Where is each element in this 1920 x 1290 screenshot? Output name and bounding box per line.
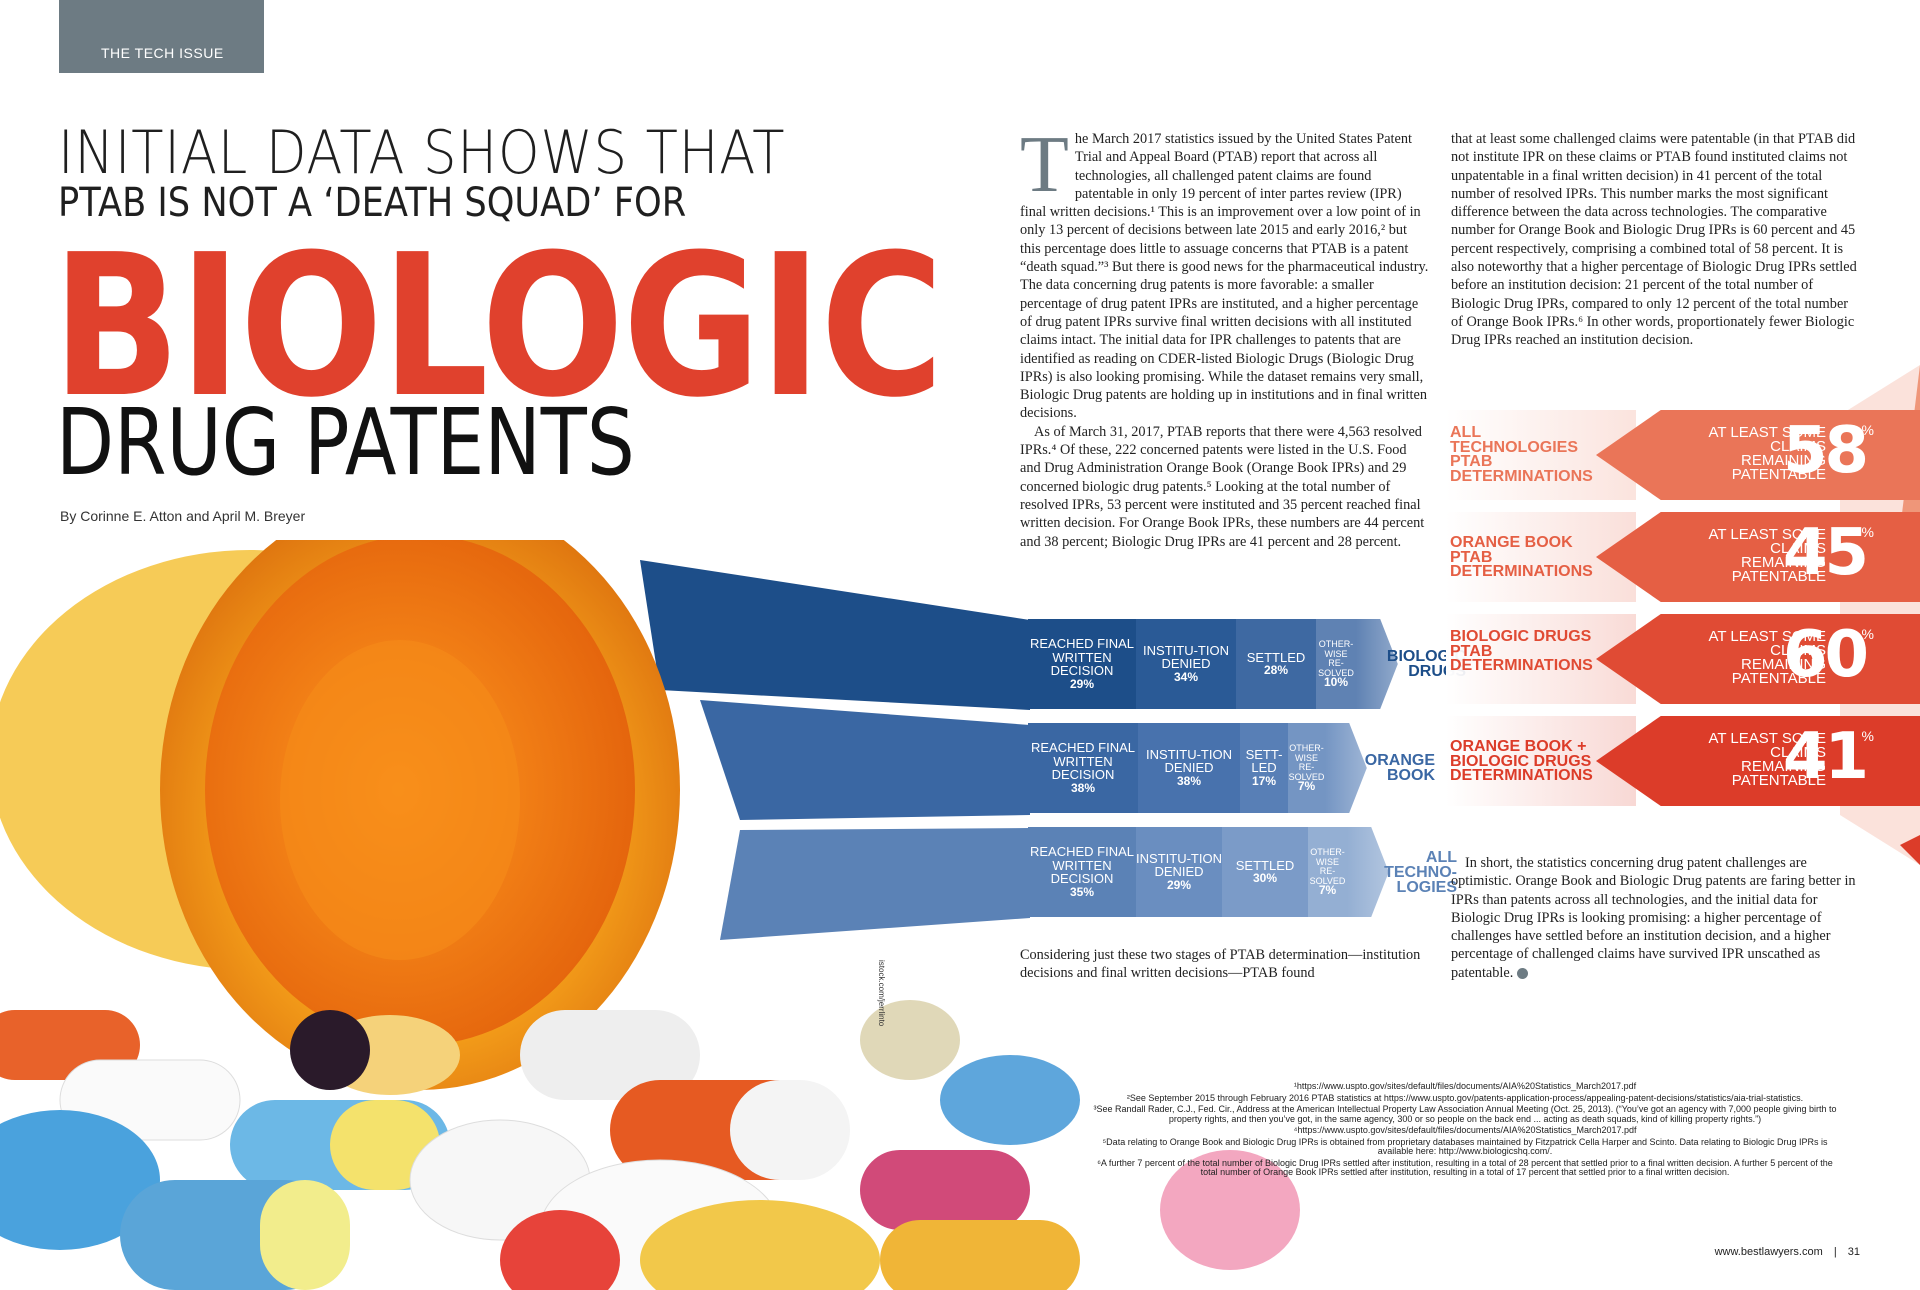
determination-text: AT LEAST SOME CLAIMS REMAINING PATENTABL… <box>1708 526 1826 585</box>
end-mark-icon <box>1516 968 1528 979</box>
section-tab-label: THE TECH ISSUE <box>101 45 224 61</box>
page-number: 31 <box>1847 1246 1860 1258</box>
segment-value: 7% <box>1297 779 1316 794</box>
segment-value: 28% <box>1263 663 1289 677</box>
determination-row-1: ORANGE BOOK PTAB DETERMINATIONS AT LEAST … <box>1446 512 1920 602</box>
segment-label: OTHER-WISE RE-SOLVED <box>1288 743 1325 782</box>
photo-credit: istock.com/jerrlinto <box>877 960 886 1027</box>
segment-value: 29% <box>1166 877 1192 892</box>
drop-cap: T <box>1020 121 1069 209</box>
determination-number: 60 <box>1782 618 1869 692</box>
headline-line-1: INITIAL DATA SHOWS THAT <box>58 118 786 188</box>
determination-row-0: ALL TECHNOLOGIES PTAB DETERMINATIONS AT L… <box>1446 410 1920 500</box>
headline-line-2: PTAB IS NOT A ‘DEATH SQUAD’ FOR <box>58 180 687 226</box>
segment-label: SETT-LED <box>1245 746 1283 776</box>
bar-segment: REACHED FINAL WRITTEN DECISION 38% <box>1028 723 1138 813</box>
segment-value: 38% <box>1176 773 1202 788</box>
determination-label: ORANGE BOOK PTAB DETERMINATIONS <box>1450 534 1593 580</box>
footnote-4: ⁴https://www.uspto.gov/sites/default/fil… <box>1293 1125 1637 1135</box>
section-tab: THE TECH ISSUE <box>59 0 264 73</box>
segment-label: REACHED FINAL WRITTEN DECISION <box>1029 844 1135 886</box>
bar-segment: SETTLED 30% <box>1222 827 1308 917</box>
determination-arrow <box>1596 614 1920 704</box>
bar-segment: REACHED FINAL WRITTEN DECISION 35% <box>1028 827 1136 917</box>
determination-row-2: BIOLOGIC DRUGS PTAB DETERMINATIONS AT LEA… <box>1446 614 1920 704</box>
bar-row-label: ORANGE BOOK <box>1364 752 1435 784</box>
determination-label: BIOLOGIC DRUGS PTAB DETERMINATIONS <box>1450 628 1593 674</box>
conclusion-text: In short, the statistics concerning drug… <box>1451 855 1856 981</box>
determination-percent-sign: % <box>1861 728 1874 744</box>
pills-pile <box>0 1000 1300 1290</box>
body-column-1-continued: Considering just these two stages of PTA… <box>1020 947 1421 982</box>
funnel-all-tech <box>720 828 1030 940</box>
body-column-2-conclusion: In short, the statistics concerning drug… <box>1451 854 1861 982</box>
footer-site: www.bestlawyers.com <box>1714 1246 1823 1258</box>
segment-label: REACHED FINAL WRITTEN DECISION <box>1029 636 1135 678</box>
page-footer: www.bestlawyers.com | 31 <box>1715 1246 1860 1258</box>
bar-row-2: REACHED FINAL WRITTEN DECISION 35% INSTITU… <box>1028 827 1457 917</box>
segment-label: SETTLED <box>1246 649 1306 665</box>
determination-number: 41 <box>1782 720 1869 794</box>
headline-biologic: BIOLOGIC <box>52 213 944 441</box>
funnel-biologic <box>640 560 1030 710</box>
bar-segment: OTHER-WISE RE-SOLVED 7% <box>1288 723 1325 813</box>
bar-segment: REACHED FINAL WRITTEN DECISION 29% <box>1028 619 1136 709</box>
segment-value: 10% <box>1323 675 1349 690</box>
determination-percent-sign: % <box>1861 422 1874 438</box>
bar-segment: INSTITU-TION DENIED 29% <box>1136 827 1222 917</box>
segment-label: INSTITU-TION DENIED <box>1146 746 1232 776</box>
funnel-orange-book <box>700 700 1030 820</box>
pill-bottle-illustration <box>0 540 1300 1290</box>
bar-segment: INSTITU-TION DENIED 38% <box>1138 723 1240 813</box>
determination-text: AT LEAST SOME CLAIMS REMAINING PATENTABL… <box>1708 424 1826 483</box>
byline: By Corinne E. Atton and April M. Breyer <box>60 508 306 524</box>
footnote-6: ⁶A further 7 percent of the total number… <box>1097 1157 1833 1177</box>
segment-value: 7% <box>1318 883 1337 898</box>
segment-value: 38% <box>1070 780 1096 795</box>
determination-text: AT LEAST SOME CLAIMS REMAINING PATENTABL… <box>1708 628 1826 687</box>
determination-arrow <box>1596 512 1920 602</box>
segment-value: 17% <box>1251 773 1277 788</box>
determination-label: ORANGE BOOK + BIOLOGIC DRUGS DETERMINATI… <box>1450 738 1593 784</box>
segment-label: REACHED FINAL WRITTEN DECISION <box>1030 740 1136 782</box>
body-paragraph-1: he March 2017 statistics issued by the U… <box>1020 131 1429 422</box>
footnote-5: ⁵Data relating to Orange Book and Biolog… <box>1102 1136 1828 1156</box>
segment-label: INSTITU-TION DENIED <box>1143 642 1229 672</box>
footnote-1: ¹https://www.uspto.gov/sites/default/fil… <box>1293 1081 1637 1091</box>
footnote-3: ³See Randall Rader, C.J., Fed. Cir., Add… <box>1093 1104 1837 1124</box>
body-column-2: that at least some challenged claims wer… <box>1451 131 1857 349</box>
bar-row-label: ALL TECHNO-LOGIES <box>1384 848 1457 896</box>
bar-row-0: REACHED FINAL WRITTEN DECISION 29% INSTITU… <box>1028 619 1466 709</box>
determination-percent-sign: % <box>1861 524 1874 540</box>
bar-segment: INSTITU-TION DENIED 34% <box>1136 619 1236 709</box>
footnote-2: ²See September 2015 through February 201… <box>1126 1092 1804 1103</box>
determination-number: 58 <box>1782 414 1869 488</box>
bar-segment: SETT-LED 17% <box>1240 723 1288 813</box>
bar-segment: SETTLED 28% <box>1236 619 1316 709</box>
segment-label: OTHER-WISE RE-SOLVED <box>1309 847 1346 886</box>
body-column-1: T he March 2017 statistics issued by the… <box>1020 121 1430 551</box>
segment-value: 29% <box>1069 676 1095 691</box>
segment-label: INSTITU-TION DENIED <box>1136 850 1222 880</box>
segment-label: OTHER-WISE RE-SOLVED <box>1318 639 1354 678</box>
segment-value: 35% <box>1069 884 1095 899</box>
determination-percent-sign: % <box>1861 626 1874 642</box>
bar-segment: OTHER-WISE RE-SOLVED 7% <box>1308 827 1347 917</box>
segment-label: SETTLED <box>1235 857 1295 873</box>
footer-separator: | <box>1833 1246 1837 1258</box>
determination-number: 45 <box>1782 516 1869 590</box>
body-paragraph-2: As of March 31, 2017, PTAB reports that … <box>1020 423 1425 550</box>
segment-value: 34% <box>1173 669 1199 684</box>
footnotes: ¹https://www.uspto.gov/sites/default/fil… <box>1090 1081 1840 1180</box>
bar-row-1: REACHED FINAL WRITTEN DECISION 38% INSTITU… <box>1028 723 1435 813</box>
bar-segment: OTHER-WISE RE-SOLVED 10% <box>1316 619 1356 709</box>
determination-text: AT LEAST SOME CLAIMS REMAINING PATENTABL… <box>1708 730 1826 789</box>
determination-row-3: ORANGE BOOK + BIOLOGIC DRUGS DETERMINATI… <box>1446 716 1920 806</box>
headline-drug-patents: DRUG PATENTS <box>56 389 635 496</box>
determination-arrow <box>1596 716 1920 806</box>
segment-value: 30% <box>1252 871 1278 885</box>
determination-arrow <box>1596 410 1920 500</box>
determination-label: ALL TECHNOLOGIES PTAB DETERMINATIONS <box>1450 424 1593 485</box>
